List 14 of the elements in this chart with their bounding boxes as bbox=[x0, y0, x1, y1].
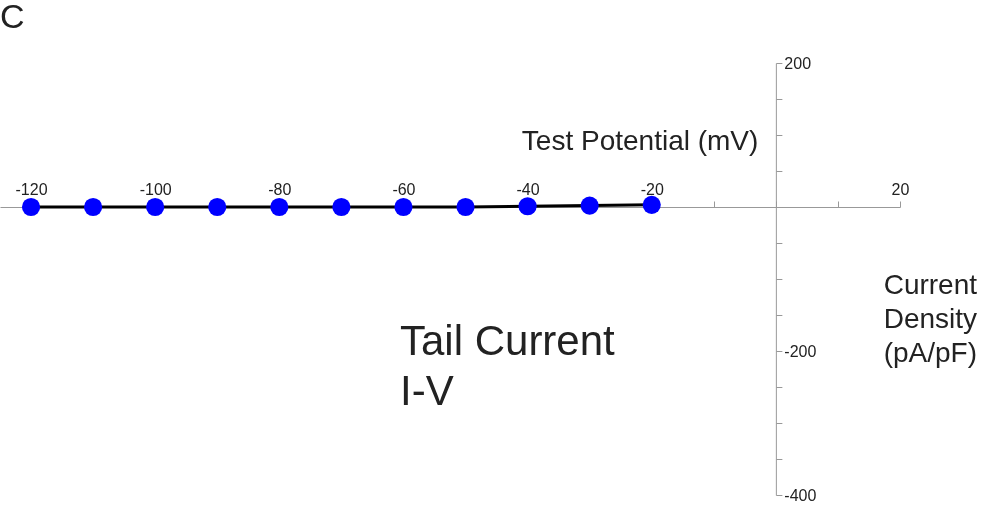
y-tick-label: 200 bbox=[784, 54, 812, 72]
x-tick-label: 20 bbox=[891, 180, 910, 198]
x-tick-label: -60 bbox=[392, 180, 416, 198]
x-axis-title: Test Potential (mV) bbox=[521, 124, 759, 156]
y-tick-label: -200 bbox=[784, 342, 817, 360]
x-tick-label: -120 bbox=[15, 180, 48, 198]
x-tick-label: -80 bbox=[268, 180, 292, 198]
annotation: Tail Current I-V bbox=[400, 317, 616, 414]
x-tick-label: -20 bbox=[640, 180, 664, 198]
x-tick-label: -100 bbox=[139, 180, 172, 198]
chart-title: C bbox=[0, 0, 25, 35]
y-axis-title: Current Density (pA/pF) bbox=[883, 268, 978, 368]
y-tick-label: -400 bbox=[784, 486, 817, 504]
x-tick-label: -40 bbox=[516, 180, 540, 198]
